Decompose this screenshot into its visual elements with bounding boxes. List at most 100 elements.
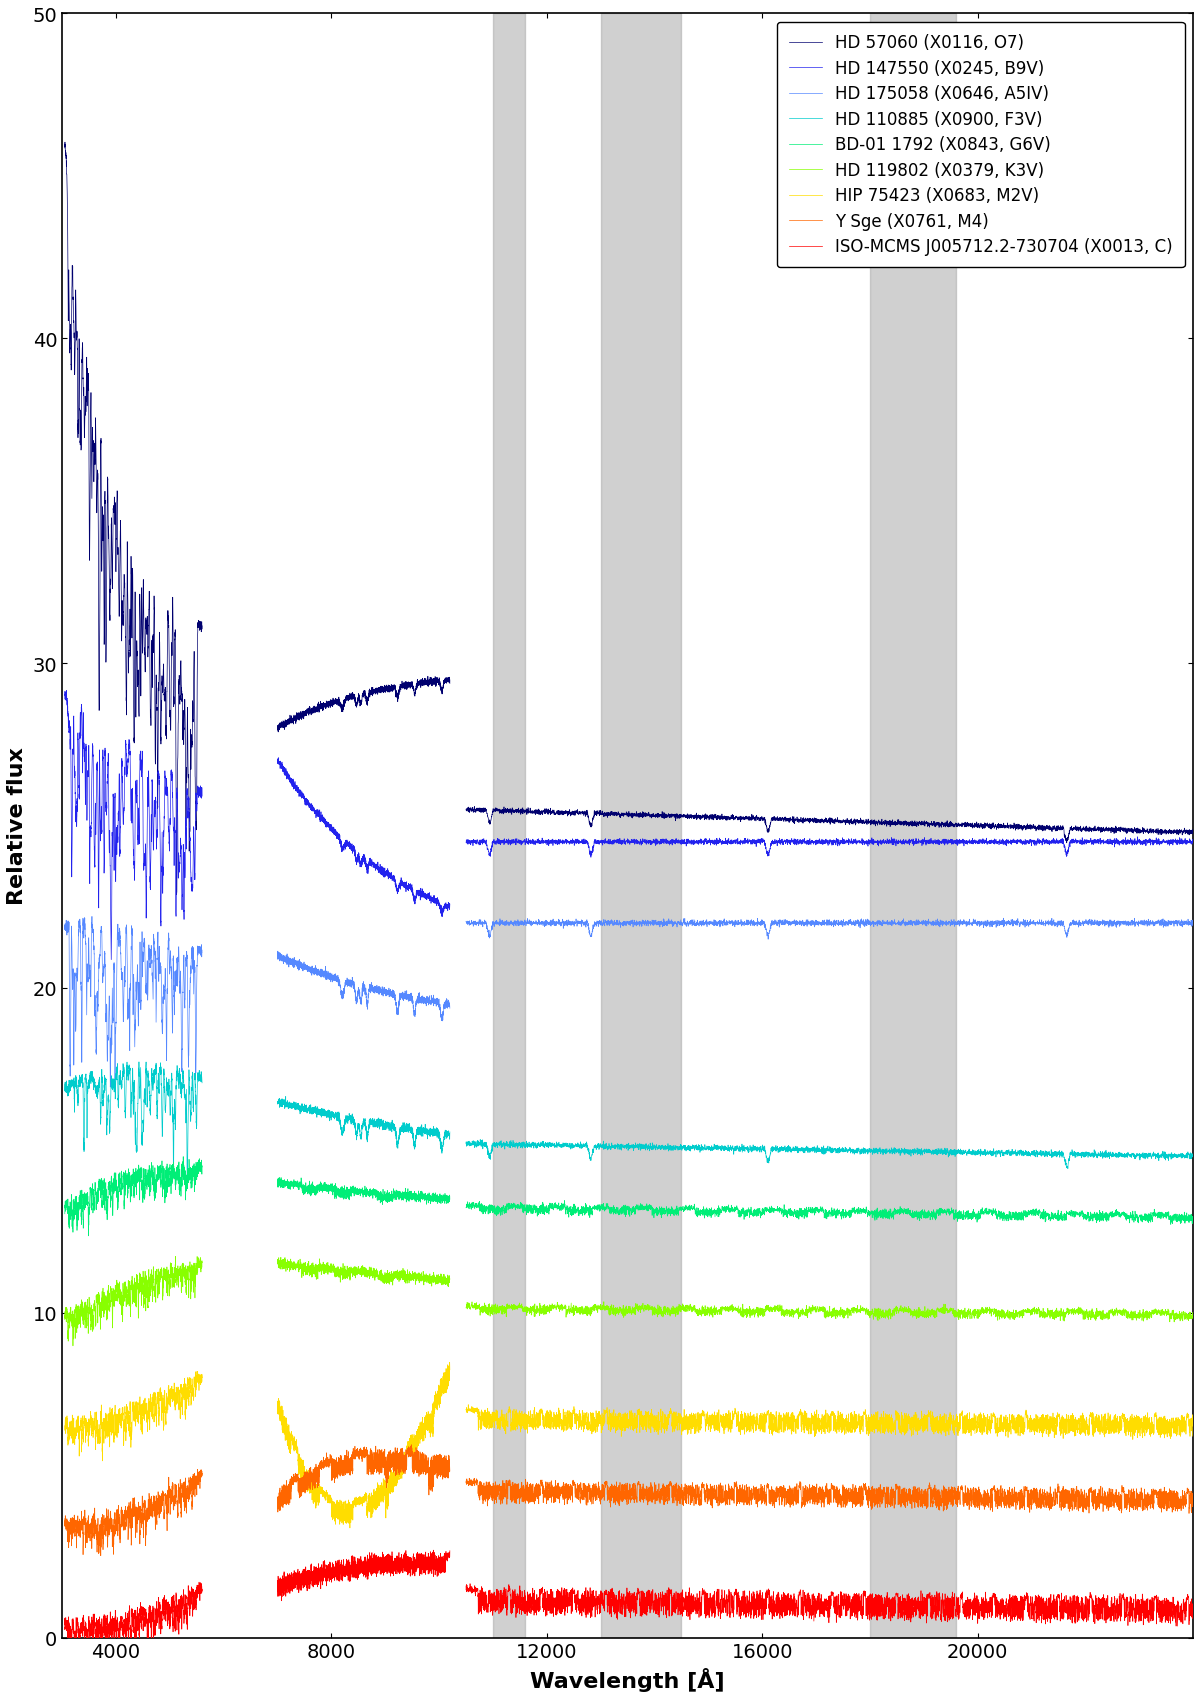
Y Sge (X0761, M4) xyxy=(194,1462,209,1482)
HD 57060 (X0116, O7) xyxy=(80,374,95,394)
HD 110885 (X0900, F3V) xyxy=(136,1131,150,1151)
HD 175058 (X0646, A5IV) xyxy=(121,1005,136,1026)
ISO-MCMS J005712.2-730704 (X0013, C) xyxy=(136,1601,150,1622)
Y Sge (X0761, M4) xyxy=(80,1521,95,1542)
BD-01 1792 (X0843, G6V) xyxy=(83,1180,97,1200)
HD 119802 (X0379, K3V) xyxy=(130,1279,144,1299)
BD-01 1792 (X0843, G6V) xyxy=(121,1178,136,1199)
HD 175058 (X0646, A5IV) xyxy=(194,941,209,961)
ISO-MCMS J005712.2-730704 (X0013, C) xyxy=(192,1572,206,1593)
HD 147550 (X0245, B9V) xyxy=(130,793,144,813)
HD 57060 (X0116, O7) xyxy=(58,139,72,160)
HD 119802 (X0379, K3V) xyxy=(136,1284,150,1304)
HD 175058 (X0646, A5IV) xyxy=(136,959,150,980)
ISO-MCMS J005712.2-730704 (X0013, C) xyxy=(168,1611,182,1632)
HD 147550 (X0245, B9V) xyxy=(59,681,73,701)
BD-01 1792 (X0843, G6V) xyxy=(176,1146,191,1167)
HD 175058 (X0646, A5IV) xyxy=(103,1077,118,1097)
Y Sge (X0761, M4) xyxy=(130,1513,144,1533)
HIP 75423 (X0683, M2V) xyxy=(95,1450,109,1470)
HD 57060 (X0116, O7) xyxy=(169,885,184,905)
HD 57060 (X0116, O7) xyxy=(194,616,209,637)
HD 110885 (X0900, F3V) xyxy=(132,1053,146,1073)
HD 57060 (X0116, O7) xyxy=(58,132,72,153)
Line: HD 175058 (X0646, A5IV): HD 175058 (X0646, A5IV) xyxy=(65,917,202,1087)
HD 110885 (X0900, F3V) xyxy=(58,1073,72,1094)
HD 119802 (X0379, K3V) xyxy=(194,1251,209,1272)
HIP 75423 (X0683, M2V) xyxy=(190,1362,204,1382)
HD 110885 (X0900, F3V) xyxy=(180,1172,194,1192)
BD-01 1792 (X0843, G6V) xyxy=(58,1204,72,1224)
Bar xyxy=(870,15,956,1637)
Line: Y Sge (X0761, M4): Y Sge (X0761, M4) xyxy=(65,1469,202,1555)
HD 147550 (X0245, B9V) xyxy=(136,764,150,784)
Y Sge (X0761, M4) xyxy=(94,1545,108,1566)
ISO-MCMS J005712.2-730704 (X0013, C) xyxy=(60,1627,74,1647)
HD 119802 (X0379, K3V) xyxy=(66,1336,80,1357)
ISO-MCMS J005712.2-730704 (X0013, C) xyxy=(80,1627,95,1647)
Y Sge (X0761, M4) xyxy=(168,1489,182,1510)
HD 110885 (X0900, F3V) xyxy=(80,1077,95,1097)
ISO-MCMS J005712.2-730704 (X0013, C) xyxy=(130,1615,144,1635)
HD 175058 (X0646, A5IV) xyxy=(130,985,144,1005)
HD 57060 (X0116, O7) xyxy=(168,630,182,650)
BD-01 1792 (X0843, G6V) xyxy=(136,1185,150,1206)
HD 119802 (X0379, K3V) xyxy=(80,1299,95,1319)
HD 147550 (X0245, B9V) xyxy=(104,949,119,970)
HD 175058 (X0646, A5IV) xyxy=(58,915,72,936)
Line: HD 119802 (X0379, K3V): HD 119802 (X0379, K3V) xyxy=(65,1257,202,1347)
HD 57060 (X0116, O7) xyxy=(130,649,144,669)
Line: BD-01 1792 (X0843, G6V): BD-01 1792 (X0843, G6V) xyxy=(65,1156,202,1236)
HD 147550 (X0245, B9V) xyxy=(121,735,136,756)
Line: HD 57060 (X0116, O7): HD 57060 (X0116, O7) xyxy=(65,143,202,895)
BD-01 1792 (X0843, G6V) xyxy=(168,1158,182,1178)
BD-01 1792 (X0843, G6V) xyxy=(80,1182,95,1202)
HD 175058 (X0646, A5IV) xyxy=(168,975,182,995)
Y Sge (X0761, M4) xyxy=(191,1459,205,1479)
HD 110885 (X0900, F3V) xyxy=(121,1058,136,1078)
HIP 75423 (X0683, M2V) xyxy=(83,1414,97,1435)
ISO-MCMS J005712.2-730704 (X0013, C) xyxy=(121,1606,136,1627)
Bar xyxy=(493,15,526,1637)
Y-axis label: Relative flux: Relative flux xyxy=(7,747,26,905)
HD 110885 (X0900, F3V) xyxy=(130,1141,144,1161)
HD 119802 (X0379, K3V) xyxy=(121,1294,136,1314)
HD 147550 (X0245, B9V) xyxy=(83,817,97,837)
HIP 75423 (X0683, M2V) xyxy=(168,1384,182,1404)
HD 110885 (X0900, F3V) xyxy=(194,1073,209,1094)
HD 57060 (X0116, O7) xyxy=(83,474,97,494)
BD-01 1792 (X0843, G6V) xyxy=(130,1180,144,1200)
HD 119802 (X0379, K3V) xyxy=(168,1275,182,1296)
HD 175058 (X0646, A5IV) xyxy=(83,966,97,987)
HD 147550 (X0245, B9V) xyxy=(58,684,72,705)
Line: HD 110885 (X0900, F3V): HD 110885 (X0900, F3V) xyxy=(65,1063,202,1182)
HIP 75423 (X0683, M2V) xyxy=(58,1416,72,1437)
X-axis label: Wavelength [Å]: Wavelength [Å] xyxy=(530,1667,725,1691)
Y Sge (X0761, M4) xyxy=(136,1498,150,1518)
HIP 75423 (X0683, M2V) xyxy=(121,1420,136,1440)
HIP 75423 (X0683, M2V) xyxy=(130,1392,144,1413)
HIP 75423 (X0683, M2V) xyxy=(80,1416,95,1437)
HD 57060 (X0116, O7) xyxy=(121,644,136,664)
Y Sge (X0761, M4) xyxy=(121,1504,136,1525)
ISO-MCMS J005712.2-730704 (X0013, C) xyxy=(194,1583,209,1603)
ISO-MCMS J005712.2-730704 (X0013, C) xyxy=(58,1616,72,1637)
Line: HIP 75423 (X0683, M2V): HIP 75423 (X0683, M2V) xyxy=(65,1372,202,1460)
HIP 75423 (X0683, M2V) xyxy=(136,1403,150,1423)
HD 110885 (X0900, F3V) xyxy=(168,1090,182,1110)
HD 147550 (X0245, B9V) xyxy=(80,766,95,786)
Line: ISO-MCMS J005712.2-730704 (X0013, C): ISO-MCMS J005712.2-730704 (X0013, C) xyxy=(65,1583,202,1637)
Y Sge (X0761, M4) xyxy=(58,1508,72,1528)
HD 147550 (X0245, B9V) xyxy=(194,778,209,798)
HD 147550 (X0245, B9V) xyxy=(168,808,182,829)
ISO-MCMS J005712.2-730704 (X0013, C) xyxy=(83,1627,97,1647)
HD 119802 (X0379, K3V) xyxy=(58,1309,72,1330)
BD-01 1792 (X0843, G6V) xyxy=(82,1226,96,1246)
HD 175058 (X0646, A5IV) xyxy=(85,907,100,927)
Line: HD 147550 (X0245, B9V): HD 147550 (X0245, B9V) xyxy=(65,691,202,959)
HD 119802 (X0379, K3V) xyxy=(168,1246,182,1267)
Bar xyxy=(601,15,682,1637)
HIP 75423 (X0683, M2V) xyxy=(194,1372,209,1392)
HD 175058 (X0646, A5IV) xyxy=(80,971,95,992)
Legend: HD 57060 (X0116, O7), HD 147550 (X0245, B9V), HD 175058 (X0646, A5IV), HD 110885: HD 57060 (X0116, O7), HD 147550 (X0245, … xyxy=(778,22,1184,268)
